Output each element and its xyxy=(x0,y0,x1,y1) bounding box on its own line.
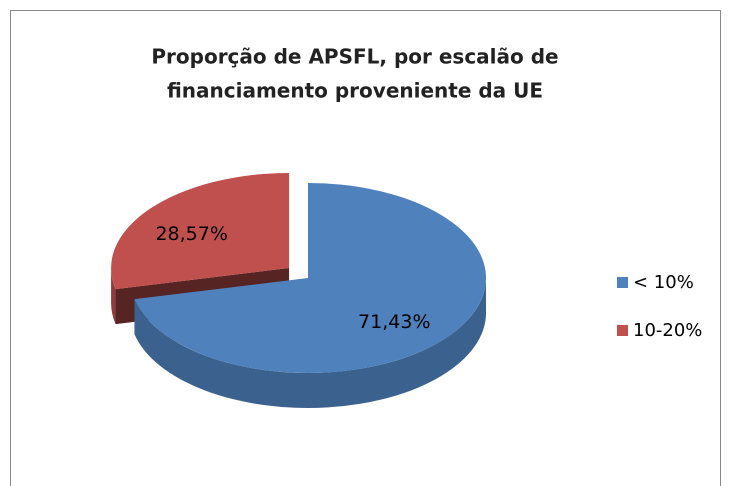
chart-title: financiamento proveniente da UE xyxy=(167,79,543,103)
slice-side xyxy=(111,268,116,325)
legend-swatch xyxy=(617,325,628,336)
chart-title: Proporção de APSFL, por escalão de xyxy=(151,45,558,69)
data-label: 28,57% xyxy=(155,223,227,245)
slice-side xyxy=(134,278,486,408)
legend-swatch xyxy=(617,277,628,288)
data-label: 71,43% xyxy=(358,311,430,333)
legend-label: 10-20% xyxy=(633,320,702,341)
legend-label: < 10% xyxy=(633,272,694,293)
slice xyxy=(111,173,290,290)
slice xyxy=(134,183,487,373)
